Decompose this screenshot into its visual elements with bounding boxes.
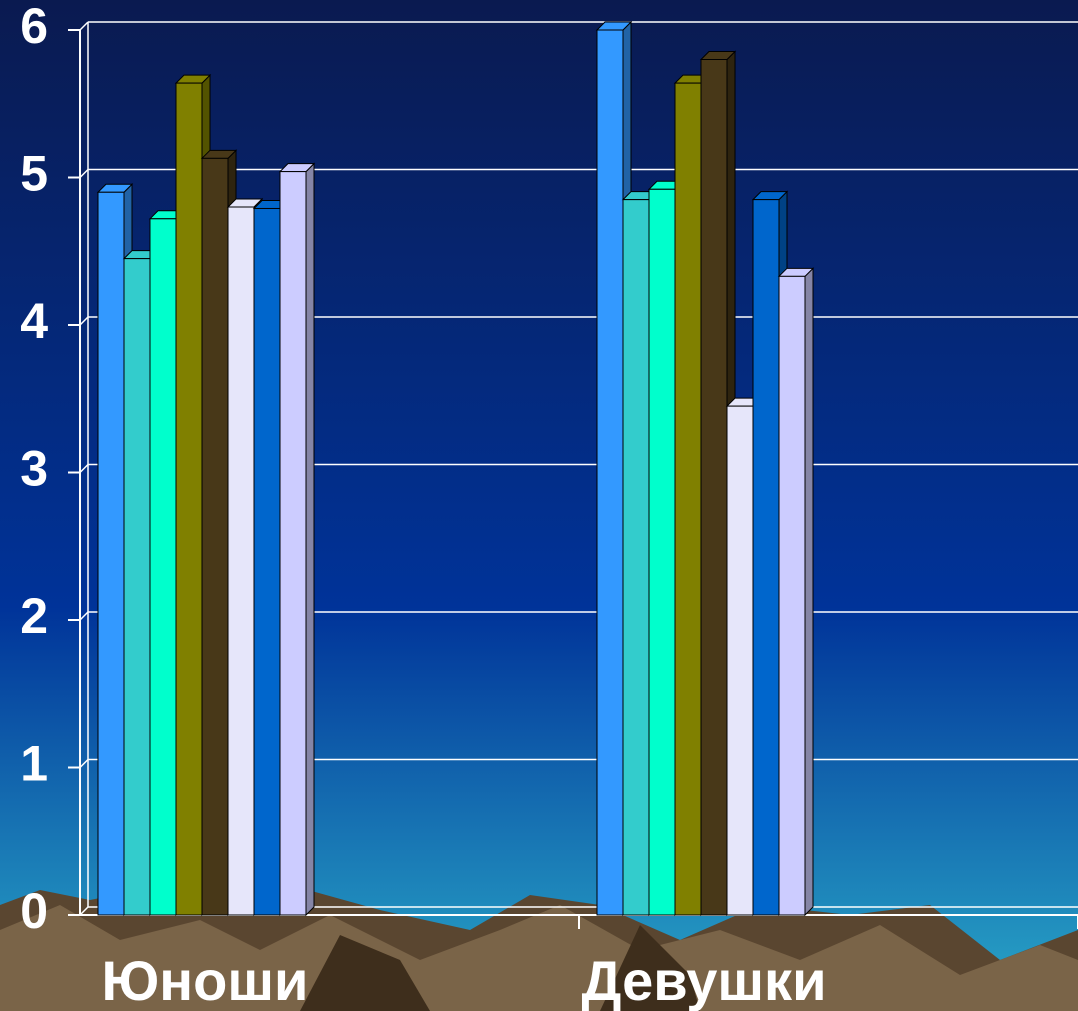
bar <box>753 200 779 915</box>
y-tick-label: 1 <box>20 736 48 792</box>
bar <box>779 276 805 915</box>
bar <box>727 406 753 915</box>
bar <box>98 192 124 915</box>
bar <box>124 259 150 915</box>
y-tick-label: 4 <box>20 293 48 349</box>
y-tick-label: 0 <box>20 883 48 939</box>
bar-side-shade <box>805 268 813 915</box>
y-tick-label: 3 <box>20 441 48 497</box>
bar <box>228 207 254 915</box>
bar <box>254 208 280 915</box>
bar <box>150 219 176 915</box>
bar <box>675 83 701 915</box>
bar <box>623 200 649 915</box>
x-tick-label: Девушки <box>581 949 826 1011</box>
bar <box>597 30 623 915</box>
y-tick-label: 6 <box>20 0 48 54</box>
bar <box>701 60 727 916</box>
y-tick-label: 2 <box>20 588 48 644</box>
bar <box>280 172 306 915</box>
bar <box>202 158 228 915</box>
x-tick-label: Юноши <box>102 949 309 1011</box>
bar <box>176 83 202 915</box>
y-tick-label: 5 <box>20 146 48 202</box>
bar <box>649 189 675 915</box>
bar-side-shade <box>306 164 314 915</box>
chart: 0 1 2 3 4 5 6 Юноши Девушки <box>0 0 1078 1011</box>
